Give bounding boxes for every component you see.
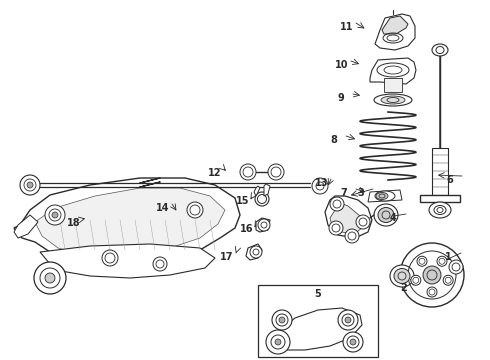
Text: 10: 10 <box>335 60 348 70</box>
Circle shape <box>250 246 262 258</box>
Circle shape <box>45 273 55 283</box>
Ellipse shape <box>255 192 269 206</box>
Text: 8: 8 <box>330 135 337 145</box>
Polygon shape <box>375 14 415 50</box>
Text: 12: 12 <box>208 168 221 178</box>
Text: 14: 14 <box>156 203 170 213</box>
Polygon shape <box>384 78 402 92</box>
Circle shape <box>345 229 359 243</box>
Ellipse shape <box>394 269 410 284</box>
Ellipse shape <box>375 191 395 201</box>
Polygon shape <box>256 218 270 232</box>
Polygon shape <box>368 190 402 202</box>
Ellipse shape <box>381 96 405 104</box>
Text: 17: 17 <box>220 252 234 262</box>
Circle shape <box>272 310 292 330</box>
Circle shape <box>27 182 33 188</box>
Polygon shape <box>35 188 225 256</box>
Polygon shape <box>382 16 408 34</box>
Circle shape <box>153 257 167 271</box>
Text: 3: 3 <box>357 188 364 198</box>
Text: 16: 16 <box>240 224 253 234</box>
Text: 5: 5 <box>314 289 321 299</box>
Polygon shape <box>330 202 362 234</box>
Circle shape <box>187 202 203 218</box>
Polygon shape <box>14 215 38 238</box>
Circle shape <box>417 256 427 266</box>
Circle shape <box>356 215 370 229</box>
Circle shape <box>343 332 363 352</box>
Text: 15: 15 <box>236 196 249 206</box>
Circle shape <box>350 339 356 345</box>
Text: 6: 6 <box>446 175 453 185</box>
Text: 13: 13 <box>315 178 328 188</box>
Polygon shape <box>254 186 260 196</box>
Circle shape <box>330 197 344 211</box>
Polygon shape <box>40 244 215 278</box>
Ellipse shape <box>376 193 388 199</box>
Circle shape <box>20 175 40 195</box>
Polygon shape <box>420 195 460 202</box>
Circle shape <box>345 317 351 323</box>
Text: 2: 2 <box>400 283 407 293</box>
Circle shape <box>312 178 328 194</box>
Text: 1: 1 <box>445 252 452 262</box>
Circle shape <box>423 266 441 284</box>
Circle shape <box>443 275 453 285</box>
Circle shape <box>102 250 118 266</box>
Circle shape <box>52 212 58 218</box>
Text: 7: 7 <box>340 188 347 198</box>
Circle shape <box>400 243 464 307</box>
Polygon shape <box>264 184 270 196</box>
Text: 11: 11 <box>340 22 353 32</box>
Text: 9: 9 <box>337 93 344 103</box>
Circle shape <box>279 317 285 323</box>
Circle shape <box>437 256 447 266</box>
Polygon shape <box>270 308 362 350</box>
Circle shape <box>275 339 281 345</box>
Circle shape <box>34 262 66 294</box>
Ellipse shape <box>378 207 394 222</box>
Circle shape <box>427 287 437 297</box>
Circle shape <box>45 205 65 225</box>
Ellipse shape <box>432 44 448 56</box>
Circle shape <box>268 164 284 180</box>
Ellipse shape <box>374 204 398 226</box>
Polygon shape <box>325 196 372 238</box>
Polygon shape <box>432 148 448 195</box>
Ellipse shape <box>429 202 451 218</box>
Circle shape <box>449 260 463 274</box>
Polygon shape <box>246 244 262 260</box>
Circle shape <box>329 221 343 235</box>
Circle shape <box>266 330 290 354</box>
Circle shape <box>338 310 358 330</box>
Circle shape <box>411 275 421 285</box>
Ellipse shape <box>390 265 414 287</box>
Polygon shape <box>14 178 240 265</box>
Text: 4: 4 <box>390 213 397 223</box>
Bar <box>258 285 378 357</box>
Circle shape <box>258 219 270 231</box>
Text: 18: 18 <box>67 218 81 228</box>
Circle shape <box>240 164 256 180</box>
Polygon shape <box>370 58 416 84</box>
Ellipse shape <box>374 94 412 106</box>
